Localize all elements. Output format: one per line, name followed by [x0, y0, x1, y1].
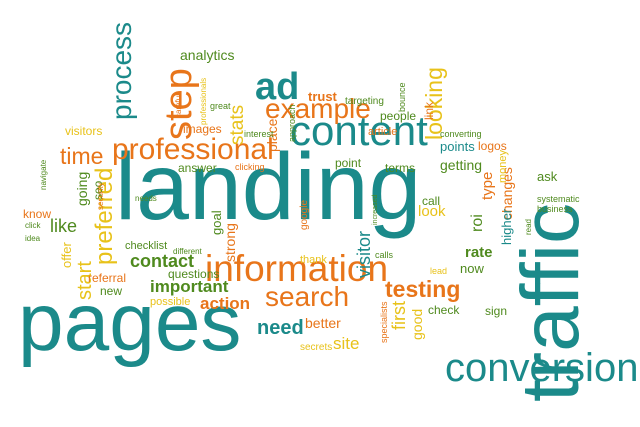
- word-landing: landing: [115, 134, 422, 240]
- word-navigate: navigate: [39, 159, 48, 190]
- word-action: action: [200, 294, 251, 313]
- word-getting: getting: [440, 157, 483, 173]
- word-bounce: bounce: [397, 82, 407, 112]
- word-check: check: [428, 303, 460, 317]
- word-ad: ad: [255, 66, 300, 108]
- word-lead: lead: [430, 266, 448, 276]
- word-security: security: [96, 182, 105, 210]
- word-call: call: [422, 194, 441, 208]
- word-referral: referral: [88, 271, 127, 285]
- word-type: type: [479, 171, 496, 200]
- word-new: new: [100, 284, 123, 298]
- word-content: content: [290, 107, 428, 154]
- word-going: going: [74, 171, 90, 206]
- word-idea: idea: [25, 234, 41, 243]
- word-targeting: targeting: [345, 96, 384, 107]
- word-thank: thank: [300, 254, 327, 266]
- word-good: good: [409, 308, 425, 340]
- word-search: search: [265, 281, 350, 312]
- word-different: different: [173, 247, 202, 256]
- word-rate: rate: [465, 244, 493, 261]
- word-people: people: [380, 109, 417, 123]
- word-careful: careful: [174, 93, 183, 118]
- word-information: information: [205, 248, 389, 289]
- word-money: money: [497, 149, 509, 183]
- word-professional: professional: [112, 133, 274, 166]
- word-strong: strong: [222, 223, 238, 262]
- word-logos: logos: [478, 139, 507, 153]
- word-increased: increased: [372, 194, 379, 225]
- word-pages: pages: [18, 277, 242, 368]
- word-terms: terms: [385, 161, 415, 175]
- word-now: now: [460, 261, 484, 276]
- word-first: first: [389, 301, 409, 330]
- word-like: like: [50, 216, 78, 236]
- word-visitor: visitor: [354, 230, 374, 278]
- word-google: google: [299, 199, 310, 230]
- word-secrets: secrets: [300, 342, 333, 353]
- word-visitors: visitors: [65, 124, 103, 138]
- word-look: look: [418, 203, 446, 220]
- word-point: point: [335, 156, 362, 170]
- word-click: click: [25, 221, 41, 230]
- word-process: process: [106, 21, 137, 120]
- word-know: know: [23, 207, 52, 221]
- word-read: read: [524, 218, 533, 235]
- word-article: article: [368, 126, 398, 138]
- word-site: site: [333, 334, 360, 353]
- word-time: time: [60, 143, 104, 169]
- word-trust: trust: [308, 89, 337, 104]
- word-professionals: professionals: [199, 77, 208, 125]
- word-points: points: [440, 139, 475, 154]
- word-higher: higher: [499, 208, 514, 245]
- word-testing: testing: [385, 276, 461, 302]
- word-important: important: [150, 277, 229, 296]
- word-converting: converting: [440, 129, 482, 139]
- word-contact: contact: [130, 251, 195, 271]
- word-conversion: conversion: [445, 346, 639, 390]
- word-checklist: checklist: [125, 240, 168, 252]
- word-ask: ask: [537, 169, 558, 184]
- word-need: need: [257, 317, 304, 339]
- word-roi: roi: [469, 214, 486, 232]
- word-possible: possible: [150, 296, 191, 308]
- word-interest: interest: [244, 129, 274, 139]
- word-business: business: [537, 204, 573, 214]
- word-calls: calls: [375, 250, 394, 260]
- word-answer: answer: [178, 161, 217, 175]
- word-clicking: clicking: [235, 162, 265, 172]
- word-systematic: systematic: [537, 194, 580, 204]
- word-sign: sign: [485, 304, 508, 318]
- word-questions: questions: [168, 267, 220, 281]
- word-offer: offer: [59, 242, 74, 268]
- word-images: images: [183, 122, 222, 136]
- word-better: better: [305, 315, 341, 331]
- word-needs: needs: [135, 194, 157, 203]
- word-link: link: [422, 101, 436, 120]
- word-specialists: specialists: [379, 301, 389, 343]
- word-example: example: [265, 93, 371, 124]
- word-analytics: analytics: [180, 47, 235, 63]
- word-approach: approach: [287, 104, 297, 142]
- word-great: great: [210, 101, 231, 111]
